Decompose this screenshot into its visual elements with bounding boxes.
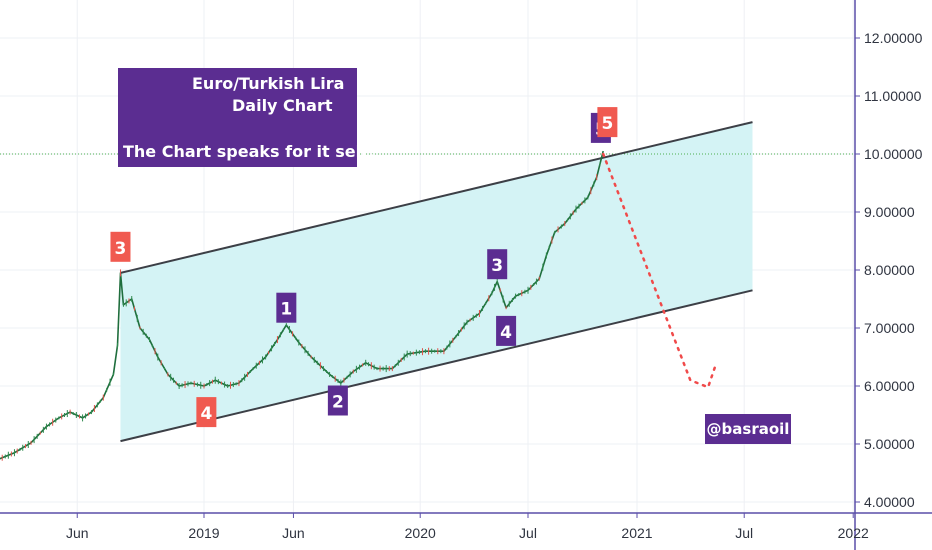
- title-box: Euro/Turkish Lira Daily Chart The Chart …: [118, 68, 375, 167]
- channel-lower-line: [120, 289, 753, 443]
- wave-label-box: [327, 385, 348, 416]
- wave-label-box: [196, 397, 217, 428]
- wave-label: 3: [115, 239, 127, 259]
- x-tick-label: Jul: [519, 525, 537, 541]
- wave-label-box: [276, 292, 297, 323]
- y-axis-area: [855, 0, 932, 550]
- wave-label-box: [496, 315, 517, 346]
- price-series-line: [0, 150, 604, 460]
- wave-label: 3: [491, 256, 503, 276]
- x-tick-label: 2020: [405, 525, 436, 541]
- x-tick-label: 2019: [188, 525, 219, 541]
- x-tick-label: Jun: [66, 525, 89, 541]
- wave-label: 4: [200, 404, 212, 424]
- y-tick-label: 11.00000: [864, 88, 922, 104]
- channel-upper-line: [120, 121, 753, 274]
- y-tick-label: 12.00000: [864, 30, 923, 46]
- handle-badge: @basraoil: [705, 414, 791, 444]
- y-tick-label: 4.00000: [864, 494, 915, 510]
- y-tick-label: 6.00000: [864, 378, 915, 394]
- projection-path: [601, 152, 718, 389]
- chart-annotation: The Chart speaks for it self!: [123, 142, 376, 161]
- x-tick-label: Jul: [735, 525, 753, 541]
- wave-label-box: [110, 231, 131, 262]
- x-tick-label: Jun: [282, 525, 305, 541]
- y-tick-label: 7.00000: [864, 320, 915, 336]
- wave-label: 2: [332, 393, 344, 413]
- wave-label: 5: [601, 114, 613, 134]
- y-tick-label: 9.00000: [864, 204, 915, 220]
- y-tick-label: 8.00000: [864, 262, 915, 278]
- wave-label: 1: [280, 300, 292, 320]
- wave-label-box: [487, 249, 508, 280]
- y-tick-label: 10.00000: [864, 146, 923, 162]
- channel-fill: [120, 122, 753, 442]
- chart-title: Euro/Turkish Lira: [192, 74, 345, 93]
- x-tick-label: 2021: [621, 525, 652, 541]
- chart-subtitle: Daily Chart: [232, 96, 333, 115]
- x-tick-label: 2022: [838, 525, 869, 541]
- y-tick-label: 5.00000: [864, 436, 915, 452]
- x-axis-area: [0, 513, 932, 550]
- wave-label: 4: [500, 323, 512, 343]
- wave-label-box: [597, 107, 618, 138]
